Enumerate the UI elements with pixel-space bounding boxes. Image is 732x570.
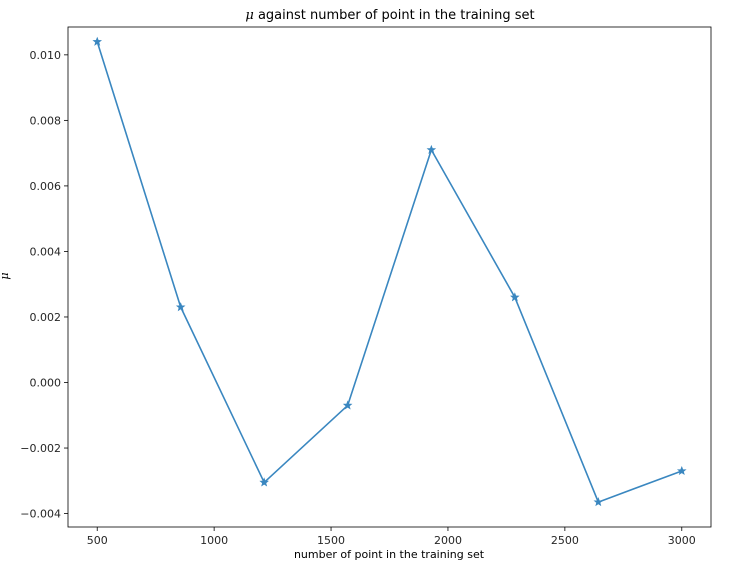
- data-point: [92, 36, 103, 46]
- data-point: [510, 292, 520, 302]
- plot-area: 500 1000 1500 2000 2500 3000 −0.004 −0.002 0.000…: [20, 26, 712, 547]
- x-tick-label: 2500: [551, 534, 579, 547]
- y-tick-label: 0.008: [30, 114, 62, 127]
- x-tick-label: 1500: [317, 534, 345, 547]
- x-tick-label: 1000: [200, 534, 228, 547]
- data-point: [426, 144, 437, 154]
- y-tick-label: 0.004: [30, 245, 62, 258]
- y-tick-label: −0.002: [20, 442, 61, 455]
- y-tick-label: 0.002: [30, 311, 62, 324]
- x-tick-label: 2000: [434, 534, 462, 547]
- data-point: [259, 477, 269, 487]
- y-tick-label: −0.004: [20, 508, 61, 521]
- series-line: [96, 41, 683, 503]
- chart-title: μ against number of point in the trainin…: [245, 8, 534, 23]
- data-point: [175, 302, 186, 312]
- data-point: [342, 400, 353, 410]
- axes-frame: [67, 26, 712, 528]
- y-axis-label: μ: [0, 272, 11, 279]
- x-axis-label: number of point in the training set: [294, 548, 485, 561]
- x-tick-label: 500: [87, 534, 108, 547]
- data-point: [593, 497, 604, 507]
- y-tick-label: 0.000: [30, 377, 62, 390]
- y-tick-label: 0.006: [30, 180, 62, 193]
- x-tick-label: 3000: [668, 534, 696, 547]
- y-tick-label: 0.010: [30, 49, 62, 62]
- data-point: [676, 465, 687, 476]
